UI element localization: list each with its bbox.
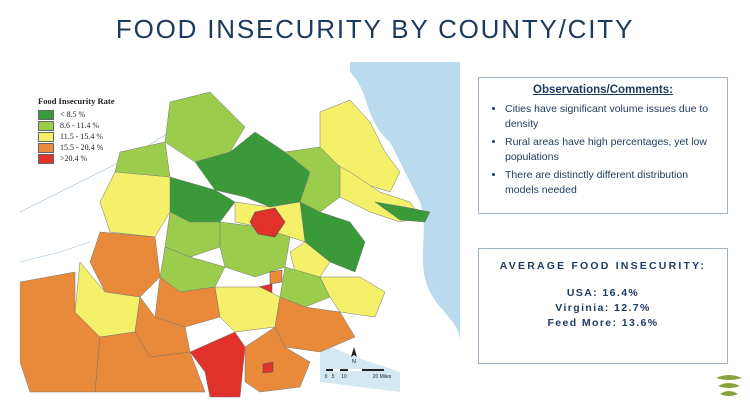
legend-swatch: [38, 153, 54, 164]
feed-more-logo-icon: [716, 375, 742, 396]
legend-item: 8.6 - 11.4 %: [38, 120, 148, 131]
observations-title: Observations/Comments:: [533, 84, 673, 96]
average-values: USA: 16.4% Virginia: 12.7% Feed More: 13…: [479, 286, 727, 331]
legend-label: >20.4 %: [60, 154, 88, 163]
observation-item: Rural areas have high percentages, yet l…: [505, 135, 717, 164]
county-surry: [319, 276, 386, 318]
county-prince-george: [279, 266, 331, 308]
average-title: AVERAGE FOOD INSECURITY:: [499, 260, 707, 272]
legend-swatch: [38, 142, 54, 153]
average-usa: USA: 16.4%: [566, 287, 640, 299]
state-outline: [20, 241, 91, 263]
lake-water: [320, 342, 400, 392]
scale-bar-segment: [333, 369, 340, 371]
legend-item: >20.4 %: [38, 153, 148, 164]
state-outline: [20, 131, 171, 213]
county-cumberland: [99, 171, 171, 238]
scale-bar-segment: [348, 369, 362, 371]
slide-title: FOOD INSECURITY BY COUNTY/CITY: [115, 14, 635, 44]
legend-item: < 8.5 %: [38, 109, 148, 120]
legend-swatch: [38, 131, 54, 142]
legend-label: 15.5 - 20.4 %: [60, 143, 104, 152]
legend-title: Food Insecurity Rate: [38, 96, 115, 106]
food-insecurity-map: Food Insecurity Rate < 8.5 % 8.6 - 11.4 …: [20, 62, 460, 402]
observation-item: There are distinctly different distribut…: [505, 168, 717, 197]
city-hopewell: [269, 269, 283, 285]
legend-label: 11.5 - 15.4 %: [60, 132, 104, 141]
scale-tick: 20 Miles: [373, 374, 392, 380]
legend-swatch: [38, 109, 54, 120]
observation-item: Cities have significant volume issues du…: [505, 102, 717, 131]
average-virginia: Virginia: 12.7%: [555, 302, 651, 314]
map-scale: N 0 5 10 20 Miles: [320, 345, 400, 385]
scale-tick: 0: [325, 374, 328, 380]
north-arrow-icon: [351, 347, 357, 357]
map-legend: Food Insecurity Rate < 8.5 % 8.6 - 11.4 …: [38, 96, 148, 164]
legend-label: 8.6 - 11.4 %: [60, 121, 100, 130]
north-label: N: [352, 359, 356, 365]
county-greensville: [244, 326, 311, 393]
average-insecurity-box: AVERAGE FOOD INSECURITY: USA: 16.4% Virg…: [478, 248, 728, 364]
north-arrow-scale: N 0 5 10 20 Miles: [325, 347, 392, 380]
scale-tick: 5: [332, 374, 335, 380]
county-brunswick: [189, 331, 246, 398]
map-svg: [20, 62, 460, 398]
average-feed-more: Feed More: 13.6%: [547, 317, 659, 329]
scale-tick: 10: [341, 374, 347, 380]
legend-label: < 8.5 %: [60, 110, 86, 119]
observations-box: Observations/Comments: Cities have signi…: [478, 77, 728, 214]
city-richmond: [249, 207, 286, 238]
observations-list: Cities have significant volume issues du…: [489, 102, 717, 197]
legend-item: 11.5 - 15.4 %: [38, 131, 148, 142]
legend-swatch: [38, 120, 54, 131]
county-dinwiddie: [214, 286, 281, 333]
county-middlesex: [374, 201, 431, 223]
chesapeake-bay: [350, 62, 460, 342]
legend-item: 15.5 - 20.4 %: [38, 142, 148, 153]
county-king-william: [284, 146, 341, 213]
city-emporia: [262, 361, 274, 374]
